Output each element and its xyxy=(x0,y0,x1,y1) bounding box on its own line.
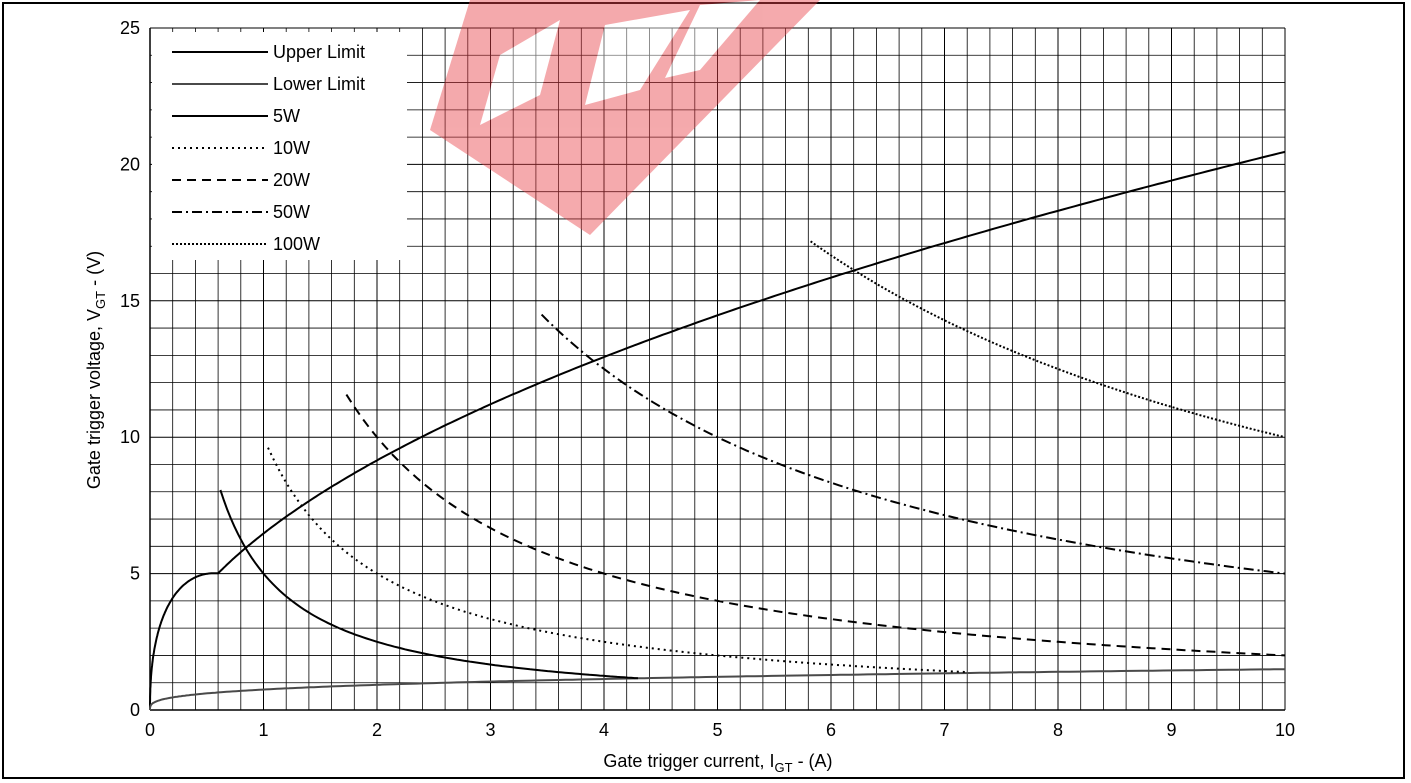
legend-label: 100W xyxy=(273,234,320,254)
x-axis-label-tail: - (A) xyxy=(793,751,833,771)
y-axis-label-main: Gate trigger voltage, V xyxy=(84,309,104,489)
series-line-upper-limit xyxy=(149,150,1286,710)
series-line-lower-limit xyxy=(149,668,1286,710)
series-line-100w xyxy=(810,240,1286,439)
legend-label: 5W xyxy=(273,106,300,126)
x-tick-label: 2 xyxy=(372,720,382,740)
y-tick-label: 0 xyxy=(130,700,140,720)
watermark-logo xyxy=(430,0,820,235)
x-tick-label: 0 xyxy=(145,720,155,740)
y-tick-label: 15 xyxy=(120,291,140,311)
x-tick-label: 6 xyxy=(826,720,836,740)
series-line-20w xyxy=(345,394,1286,657)
legend: Upper Limit Lower Limit 5W 10W 20W 50W 100W xyxy=(152,32,407,260)
legend-label: 10W xyxy=(273,138,310,158)
x-axis-label-sub: GT xyxy=(775,760,793,775)
x-tick-label: 3 xyxy=(485,720,495,740)
x-tick-label: 10 xyxy=(1275,720,1295,740)
y-axis-label-sub: GT xyxy=(93,291,108,309)
x-tick-label: 1 xyxy=(258,720,268,740)
x-tick-label: 8 xyxy=(1053,720,1063,740)
series-line-10w xyxy=(267,447,968,674)
y-axis-label: Gate trigger voltage, VGT - (V) xyxy=(84,251,108,489)
x-axis-label: Gate trigger current, IGT - (A) xyxy=(603,751,832,775)
legend-label: 20W xyxy=(273,170,310,190)
series-line-5w xyxy=(219,489,639,680)
x-tick-label: 5 xyxy=(712,720,722,740)
legend-box xyxy=(152,32,407,260)
x-tick-label: 4 xyxy=(599,720,609,740)
y-tick-label: 20 xyxy=(120,154,140,174)
y-tick-label: 25 xyxy=(120,18,140,38)
y-axis-label-tail: - (V) xyxy=(84,251,104,291)
legend-label: Upper Limit xyxy=(273,42,365,62)
tick-labels: 0 1 2 3 4 5 6 7 8 9 10 0 5 10 15 20 25 xyxy=(120,18,1295,740)
y-tick-label: 10 xyxy=(120,427,140,447)
series-line-50w xyxy=(540,313,1286,575)
x-axis-label-main: Gate trigger current, I xyxy=(603,751,774,771)
curves xyxy=(149,150,1286,710)
legend-label: Lower Limit xyxy=(273,74,365,94)
x-tick-label: 7 xyxy=(939,720,949,740)
legend-label: 50W xyxy=(273,202,310,222)
x-tick-label: 9 xyxy=(1166,720,1176,740)
y-tick-label: 5 xyxy=(130,564,140,584)
axes xyxy=(149,28,1285,711)
